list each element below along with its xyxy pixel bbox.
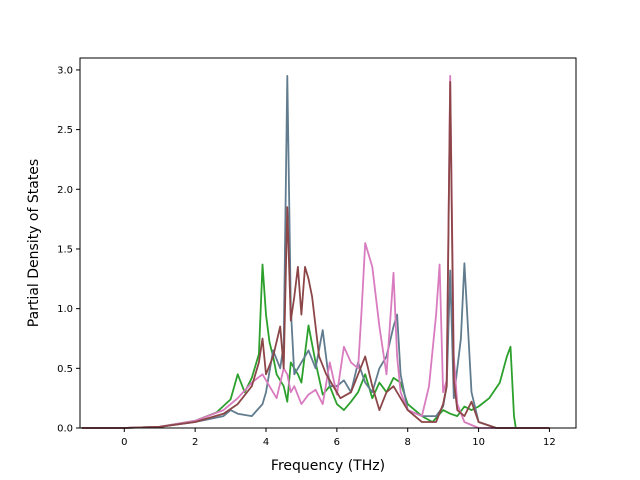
- y-tick-label: 2.5: [57, 125, 73, 136]
- y-tick-label: 1.5: [57, 244, 73, 255]
- y-tick-label: 3.0: [57, 65, 73, 76]
- y-axis-label: Partial Density of States: [26, 159, 42, 327]
- x-axis-label: Frequency (THz): [271, 458, 385, 474]
- x-tick-label: 0: [121, 437, 127, 448]
- y-tick-label: 0.5: [57, 364, 73, 375]
- x-tick-label: 2: [192, 437, 198, 448]
- y-tick-label: 1.0: [57, 304, 73, 315]
- x-tick-label: 4: [263, 437, 269, 448]
- x-tick-label: 12: [543, 437, 556, 448]
- x-tick-label: 6: [334, 437, 340, 448]
- y-tick-label: 0.0: [57, 424, 73, 435]
- x-tick-label: 8: [405, 437, 411, 448]
- x-tick-label: 10: [472, 437, 485, 448]
- y-tick-label: 2.0: [57, 185, 73, 196]
